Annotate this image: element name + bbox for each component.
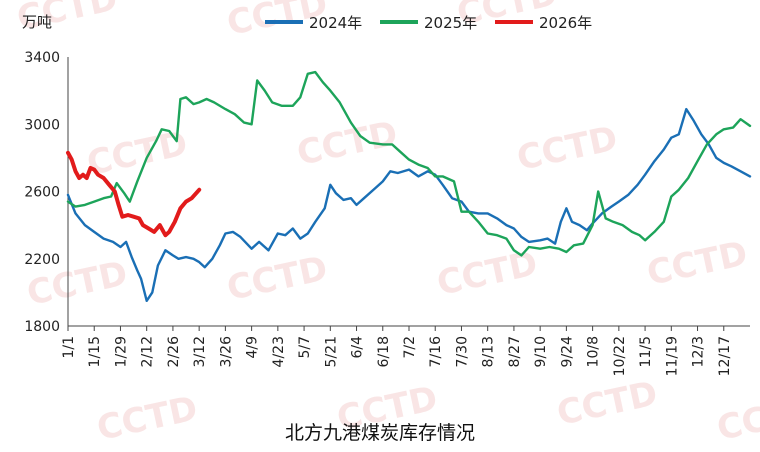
x-tick-label: 1/1 (61, 336, 77, 359)
x-tick-label: 5/7 (297, 336, 313, 359)
x-tick-label: 11/5 (638, 336, 654, 367)
legend-label-0: 2024年 (309, 14, 362, 32)
watermark-text: CCTD (644, 234, 751, 294)
watermark-text: CCTD (514, 119, 621, 179)
y-tick-label: 3400 (24, 50, 60, 66)
y-tick-label: 2600 (24, 185, 60, 201)
legend-label-2: 2026年 (539, 14, 592, 32)
x-tick-label: 1/15 (87, 336, 103, 367)
x-tick-label: 10/8 (586, 336, 602, 367)
x-tick-label: 5/21 (323, 336, 339, 367)
x-tick-label: 10/22 (612, 336, 628, 376)
x-tick-label: 8/13 (481, 336, 497, 367)
x-tick-label: 7/16 (428, 336, 444, 368)
y-axis-unit: 万吨 (22, 13, 52, 31)
x-tick-label: 7/30 (454, 336, 470, 367)
x-tick-label: 2/26 (166, 336, 182, 368)
y-tick-label: 2200 (24, 252, 60, 268)
x-tick-label: 1/29 (113, 336, 129, 367)
chart-caption: 北方九港煤炭库存情况 (284, 422, 475, 444)
x-tick-label: 11/19 (664, 336, 680, 376)
x-tick-label: 12/3 (691, 336, 707, 367)
x-tick-label: 9/24 (559, 336, 575, 368)
x-tick-label: 8/27 (507, 336, 523, 367)
x-tick-label: 4/23 (271, 336, 287, 367)
x-tick-label: 2/12 (140, 336, 156, 367)
y-tick-label: 3000 (24, 117, 60, 133)
series-line-0 (66, 107, 752, 302)
x-tick-label: 4/9 (245, 336, 261, 359)
x-tick-label: 6/18 (376, 336, 392, 367)
x-tick-label: 7/2 (402, 336, 418, 359)
x-tick-label: 6/4 (350, 336, 366, 359)
x-tick-label: 3/26 (218, 336, 234, 368)
legend-label-1: 2025年 (424, 14, 477, 32)
x-tick-label: 12/17 (717, 336, 733, 376)
x-tick-label: 3/12 (192, 336, 208, 367)
series-line-2 (66, 150, 202, 238)
x-tick-label: 9/10 (533, 336, 549, 367)
y-tick-label: 1800 (24, 319, 60, 335)
series-line-1 (66, 70, 752, 257)
watermark-text: CCTD (224, 249, 331, 309)
